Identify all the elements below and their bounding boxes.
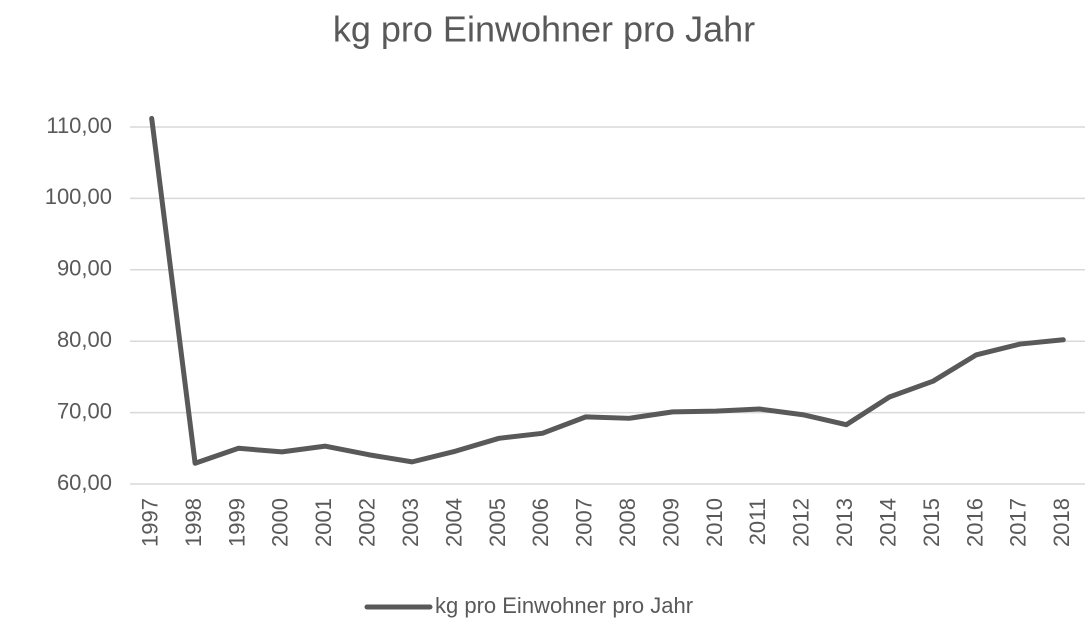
x-tick-label: 1997 <box>138 498 163 547</box>
y-tick-label: 70,00 <box>57 398 112 423</box>
x-tick-label: 2002 <box>355 498 380 547</box>
x-tick-label: 2008 <box>615 498 640 547</box>
x-tick-label: 2005 <box>485 498 510 547</box>
x-tick-label: 2013 <box>832 498 857 547</box>
x-tick-label: 2011 <box>745 498 770 545</box>
y-tick-label: 100,00 <box>45 184 112 209</box>
chart-title: kg pro Einwohner pro Jahr <box>333 9 755 50</box>
x-tick-label: 2000 <box>268 498 293 547</box>
x-tick-label: 2007 <box>572 498 597 547</box>
legend-label: kg pro Einwohner pro Jahr <box>435 593 693 618</box>
x-tick-label: 1999 <box>224 498 249 547</box>
x-tick-label: 2006 <box>528 498 553 547</box>
x-tick-label: 2012 <box>789 498 814 547</box>
x-tick-label: 2003 <box>398 498 423 547</box>
x-tick-label: 2017 <box>1006 498 1031 547</box>
x-tick-label: 2001 <box>311 498 336 547</box>
y-tick-label: 110,00 <box>46 113 112 138</box>
x-tick-label: 2010 <box>702 498 727 547</box>
x-tick-label: 2004 <box>441 498 466 547</box>
x-tick-label: 2014 <box>875 498 900 547</box>
x-tick-label: 1998 <box>181 498 206 547</box>
y-tick-label: 60,00 <box>57 470 112 495</box>
y-tick-label: 90,00 <box>57 256 112 281</box>
data-line <box>149 115 1066 466</box>
x-tick-label: 2009 <box>658 498 683 547</box>
y-tick-label: 80,00 <box>57 327 112 352</box>
x-tick-label: 2016 <box>962 498 987 547</box>
x-tick-label: 2015 <box>919 498 944 547</box>
x-tick-label: 2018 <box>1049 498 1074 547</box>
